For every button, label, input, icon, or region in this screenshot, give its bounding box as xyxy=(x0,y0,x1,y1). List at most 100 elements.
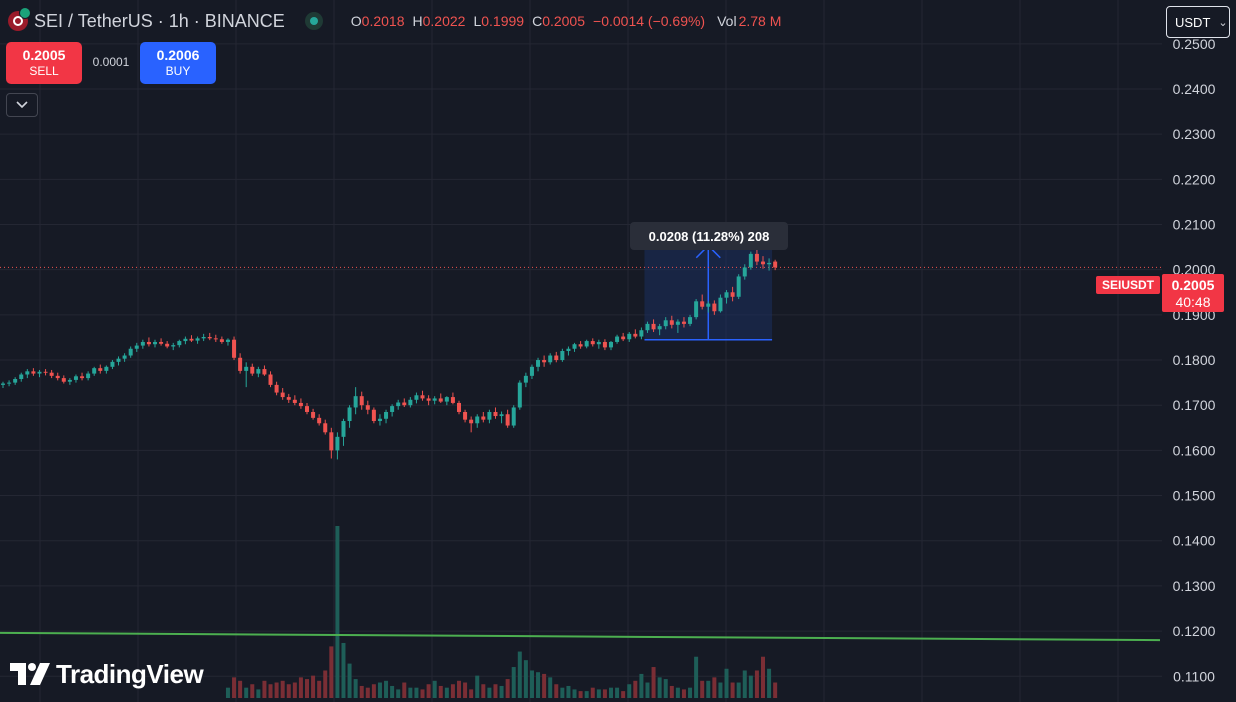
symbol-price-label: SEIUSDT xyxy=(1096,276,1160,294)
volume-bar xyxy=(371,684,376,698)
candle-body xyxy=(663,320,668,327)
candlesticks xyxy=(1,246,778,460)
trend-line[interactable] xyxy=(0,631,1161,642)
volume-bar xyxy=(359,685,364,698)
ohlc-open-key: O xyxy=(350,13,362,29)
candle-body xyxy=(742,267,747,277)
candle-body xyxy=(450,397,455,403)
candle-body xyxy=(621,336,626,340)
volume-bar xyxy=(639,673,644,698)
candle-body xyxy=(487,411,492,420)
bar-countdown: 40:48 xyxy=(1175,294,1211,310)
candle-body xyxy=(609,341,613,348)
candle-body xyxy=(55,375,60,379)
candle-body xyxy=(329,432,334,451)
candle-body xyxy=(560,351,565,361)
candle-body xyxy=(426,398,431,401)
candle-body xyxy=(305,406,309,412)
collapse-panel-button[interactable] xyxy=(6,93,38,117)
candle-body xyxy=(238,357,243,371)
candle-body xyxy=(31,371,36,374)
sell-button[interactable]: 0.2005 SELL xyxy=(6,42,82,84)
ohlc-legend: O 0.2018 H 0.2022 L 0.1999 C 0.2005 −0.0014 … xyxy=(351,13,790,29)
candle-body xyxy=(718,297,723,312)
volume-bar xyxy=(651,667,656,698)
chart-grid xyxy=(0,0,1162,702)
candle-body xyxy=(773,261,778,268)
volume-bar xyxy=(566,685,571,698)
volume-bar xyxy=(256,689,261,698)
buy-button[interactable]: 0.2006 BUY xyxy=(140,42,216,84)
volume-bar xyxy=(657,677,662,698)
market-open-indicator-icon[interactable] xyxy=(304,12,323,30)
candle-body xyxy=(25,371,30,375)
candle-body xyxy=(548,355,553,363)
volume-bar xyxy=(767,668,772,698)
volume-bar xyxy=(718,682,723,698)
volume-bar xyxy=(554,684,559,698)
candle-body xyxy=(542,360,547,363)
buy-label: BUY xyxy=(165,64,191,78)
price-axis-tick-label: 0.2200 xyxy=(1173,171,1216,187)
candle-body xyxy=(365,405,370,410)
candle-body xyxy=(590,341,595,345)
volume-bar xyxy=(548,677,553,698)
volume-bar xyxy=(450,684,455,698)
candle-body xyxy=(110,361,115,367)
tradingview-wordmark: TradingView xyxy=(56,658,204,689)
chevron-down-icon: ⌄ xyxy=(1218,16,1228,29)
volume-bar xyxy=(706,680,711,698)
volume-key: Vol xyxy=(717,13,737,29)
candle-body xyxy=(615,336,620,342)
candle-body xyxy=(578,344,583,347)
volume-bar xyxy=(505,679,510,698)
candle-body xyxy=(256,369,261,374)
volume-bar xyxy=(627,684,632,698)
volume-bar xyxy=(487,687,492,698)
ohlc-close-value: 0.2005 xyxy=(542,13,586,29)
candle-body xyxy=(13,379,18,383)
tradingview-logo[interactable]: TradingView xyxy=(10,658,204,689)
candle-body xyxy=(317,417,322,424)
volume-bar xyxy=(414,687,419,698)
volume-bar xyxy=(669,685,674,698)
candle-body xyxy=(675,321,680,325)
volume-bar xyxy=(754,670,759,698)
candle-body xyxy=(347,407,352,422)
candle-body xyxy=(657,326,662,330)
candle-body xyxy=(153,341,157,345)
volume-bar xyxy=(469,689,474,698)
volume-bar xyxy=(390,685,395,698)
candle-body xyxy=(7,382,12,384)
volume-bar xyxy=(645,682,650,698)
candle-body xyxy=(712,303,717,312)
currency-select[interactable]: USDT ⌄ xyxy=(1166,6,1230,38)
candle-body xyxy=(481,416,486,420)
price-axis[interactable]: 0.25000.24000.23000.22000.21000.20000.19… xyxy=(1173,36,1216,684)
volume-bar xyxy=(426,684,431,698)
candle-body xyxy=(572,344,577,349)
candle-body xyxy=(529,366,534,376)
volume-bar xyxy=(286,684,291,698)
volume-bar xyxy=(250,684,255,698)
candle-body xyxy=(49,372,54,376)
volume-bar xyxy=(730,682,735,698)
volume-bar xyxy=(323,670,328,698)
candle-body xyxy=(517,382,522,408)
volume-bar xyxy=(694,656,699,698)
candle-body xyxy=(536,360,541,367)
candle-body xyxy=(505,414,510,426)
symbol-title[interactable]: SEI / TetherUS · 1h · BINANCE xyxy=(34,10,285,31)
candle-body xyxy=(736,276,741,297)
candle-body xyxy=(98,368,103,371)
candle-body xyxy=(554,355,559,361)
candle-body xyxy=(645,323,650,331)
volume-bar xyxy=(274,682,279,698)
volume-bar xyxy=(444,687,449,698)
volume-value: 2.78 M xyxy=(738,13,782,29)
volume-bar xyxy=(384,680,389,698)
candle-body xyxy=(767,262,772,265)
volume-bar xyxy=(457,680,461,698)
candle-body xyxy=(73,376,78,380)
